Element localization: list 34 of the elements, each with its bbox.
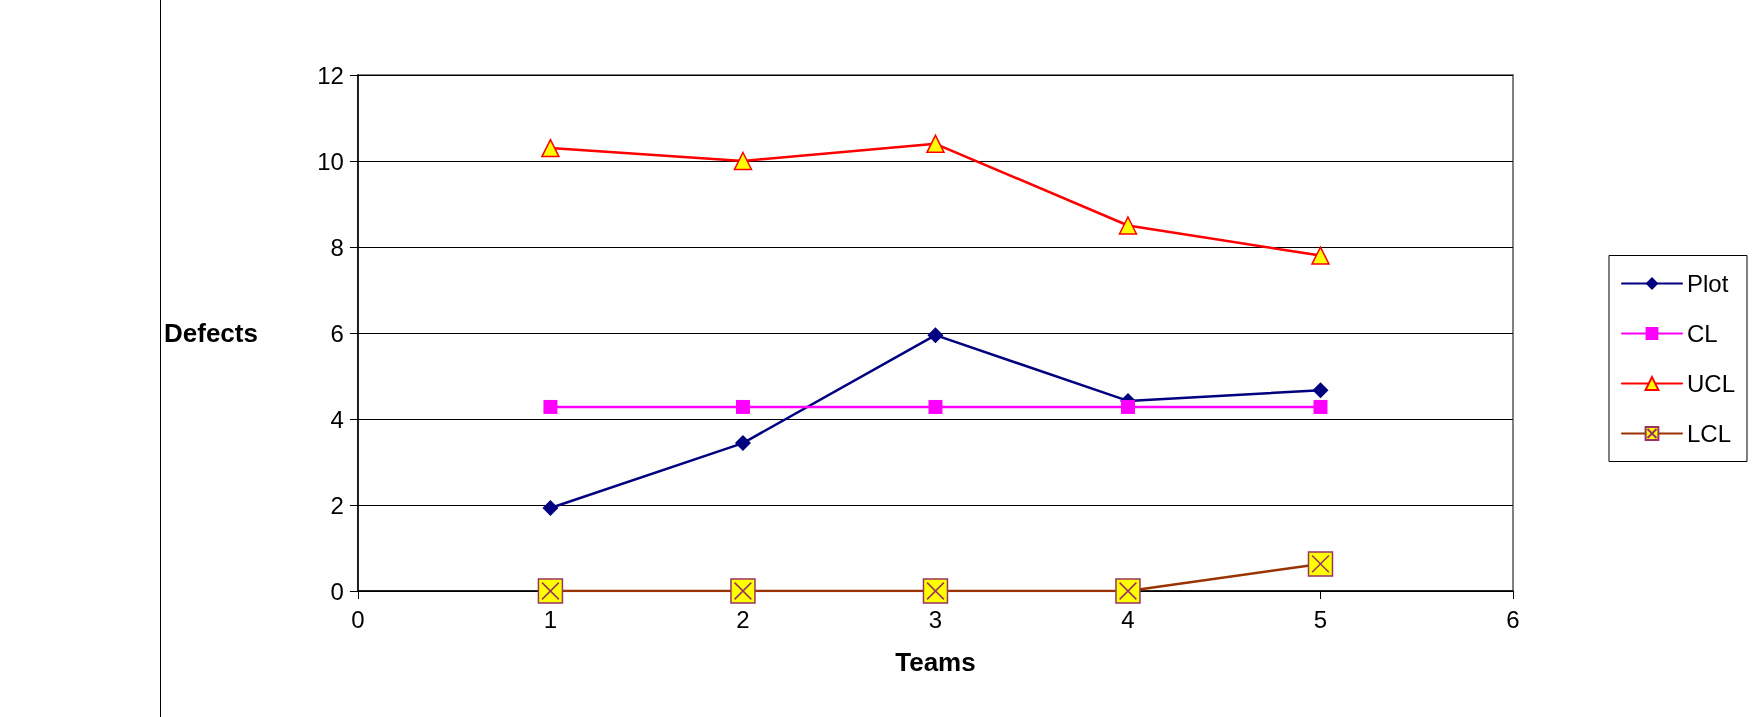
point xyxy=(734,435,751,452)
point xyxy=(543,399,558,414)
point xyxy=(1313,399,1328,414)
y-tick-label: 12 xyxy=(317,61,344,89)
point xyxy=(1311,246,1330,265)
x-tick-label: 0 xyxy=(351,605,365,633)
y-tick-label: 0 xyxy=(330,577,344,605)
y-tick-label: 4 xyxy=(330,405,344,433)
legend-label: LCL xyxy=(1686,420,1732,447)
x-tick-label: 4 xyxy=(1121,605,1135,633)
legend-label: UCL xyxy=(1686,370,1735,397)
y-tick-label: 8 xyxy=(330,233,344,261)
x-tick-label: 2 xyxy=(736,605,750,633)
legend-label: Plot xyxy=(1686,270,1729,297)
point xyxy=(735,399,750,414)
point xyxy=(1312,382,1329,399)
point xyxy=(733,151,753,171)
point xyxy=(542,500,559,517)
x-tick-label: 1 xyxy=(543,605,558,633)
point xyxy=(1120,399,1135,414)
y-tick-label: 6 xyxy=(330,319,344,347)
point xyxy=(928,399,943,414)
x-axis-title: Teams xyxy=(895,647,976,677)
x-tick-label: 3 xyxy=(928,605,943,633)
x-tick-label: 5 xyxy=(1313,605,1328,633)
point xyxy=(541,138,560,158)
y-tick-label: 10 xyxy=(317,147,344,175)
point xyxy=(927,327,944,344)
y-tick-label: 2 xyxy=(330,491,344,519)
point xyxy=(1118,216,1138,235)
y-axis-title: Defects xyxy=(164,318,258,348)
point xyxy=(926,134,945,154)
legend-label: CL xyxy=(1686,320,1718,347)
x-tick-label: 6 xyxy=(1506,605,1520,633)
